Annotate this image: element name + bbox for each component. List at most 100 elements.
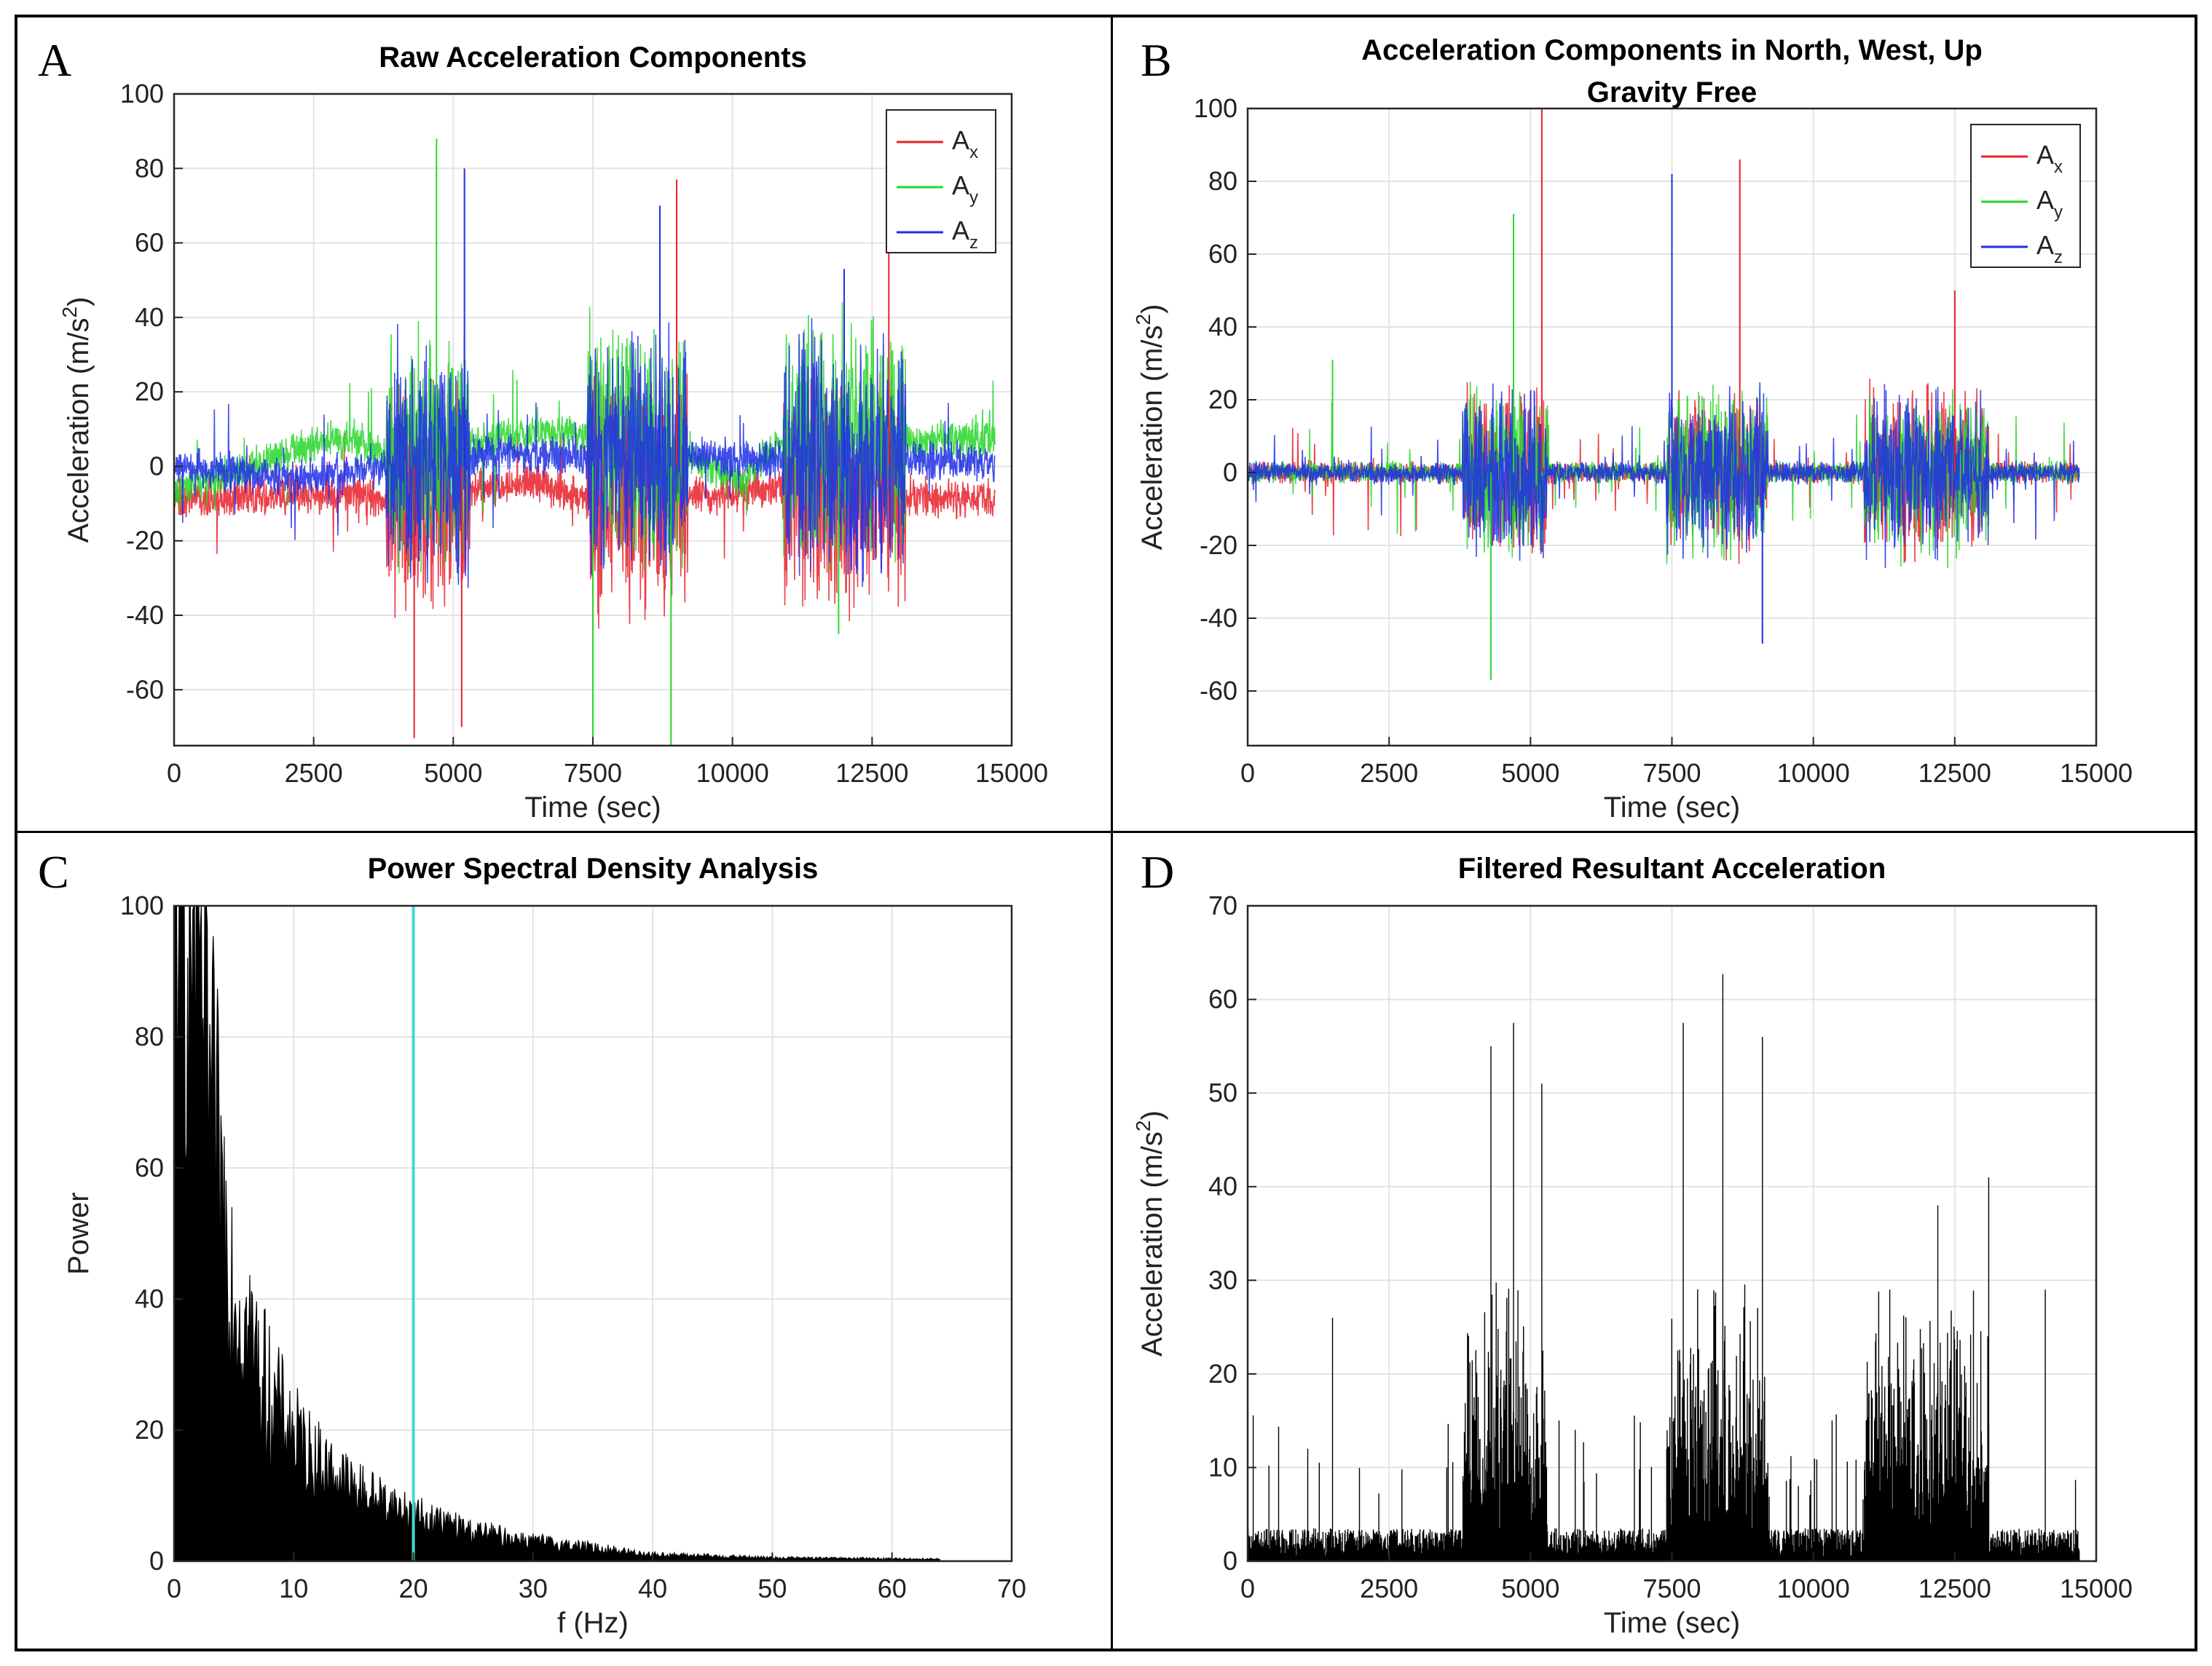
y-tick-label-d: 0 [1223, 1546, 1237, 1576]
x-tick-label-a: 2500 [285, 758, 343, 788]
x-tick-label-c: 0 [167, 1574, 181, 1603]
series-line-a-ay [174, 301, 996, 574]
chart-title-c: Power Spectral Density Analysis [368, 853, 819, 885]
x-tick-label-c: 20 [399, 1574, 428, 1603]
x-tick-label-c: 30 [519, 1574, 548, 1603]
legend-box [886, 109, 996, 253]
x-tick-label-b: 12500 [1918, 758, 1991, 788]
y-axis-label-b: Acceleration (m/s2) [1132, 304, 1168, 550]
chart-a: A Raw Acceleration Components 0 2500 5000 750… [38, 34, 1048, 824]
x-tick-label-d: 7500 [1642, 1574, 1701, 1603]
x-axis-label-d: Time (sec) [1604, 1607, 1740, 1639]
y-tick-label-c: 100 [120, 891, 164, 920]
y-tick-label-b: 100 [1194, 93, 1237, 123]
panel-a: A Raw Acceleration Components 0 2500 5000 750… [17, 17, 1113, 833]
x-tick-label-b: 7500 [1642, 758, 1701, 788]
legend-label-ax: Ax [2036, 140, 2063, 177]
y-tick-label-d: 60 [1208, 984, 1237, 1014]
x-tick-label-a: 15000 [975, 758, 1048, 788]
y-tick-label-d: 50 [1208, 1078, 1237, 1108]
x-tick-label-d: 10000 [1777, 1574, 1850, 1603]
y-tick-label-d: 40 [1208, 1172, 1237, 1201]
y-tick-label-b: 20 [1208, 384, 1237, 414]
y-tick-label-d: 10 [1208, 1452, 1237, 1482]
x-tick-label-b: 10000 [1777, 758, 1850, 788]
y-tick-label-a: -40 [126, 600, 164, 630]
x-tick-label-c: 10 [279, 1574, 308, 1603]
chart-title-a: Raw Acceleration Components [379, 42, 807, 74]
x-tick-label-b: 15000 [2060, 758, 2133, 788]
x-tick-label-d: 5000 [1501, 1574, 1559, 1603]
chart-title-b: Acceleration Components in North, West, … [1361, 34, 1983, 66]
plot-area-c [174, 906, 1012, 1561]
y-tick-label-a: -60 [126, 674, 164, 704]
y-tick-label-b: -60 [1200, 676, 1237, 706]
data-layer-d [1248, 974, 2080, 1561]
data-layer-b [1248, 108, 2080, 680]
x-axis-label-a: Time (sec) [524, 791, 661, 824]
resultant-trace [1248, 1282, 2080, 1561]
series-line-a-az [174, 318, 996, 588]
chart-c: C Power Spectral Density Analysis 0 10 20 30 4… [38, 846, 1026, 1639]
series-line-b-az [1248, 382, 2080, 569]
x-tick-label-d: 2500 [1360, 1574, 1418, 1603]
y-tick-label-c: 20 [135, 1415, 164, 1445]
legend-label-az: Az [952, 216, 978, 253]
legend-box [1970, 124, 2081, 268]
y-axis-label-a: Acceleration (m/s2) [58, 297, 95, 543]
y-tick-label-b: -20 [1200, 530, 1237, 560]
legend-a: Ax Ay Az [886, 109, 996, 253]
y-tick-label-d: 20 [1208, 1359, 1237, 1389]
y-tick-label-a: 80 [135, 153, 164, 183]
y-tick-label-c: 80 [135, 1022, 164, 1051]
x-tick-label-b: 2500 [1360, 758, 1418, 788]
x-tick-label-d: 15000 [2060, 1574, 2133, 1603]
panel-d: D Filtered Resultant Acceleration 0 2500 500… [1113, 833, 2195, 1649]
x-tick-label-a: 0 [167, 758, 181, 788]
x-tick-label-b: 0 [1240, 758, 1255, 788]
y-tick-label-a: 60 [135, 228, 164, 258]
figure-frame: A Raw Acceleration Components 0 2500 5000 750… [15, 15, 2197, 1651]
x-tick-label-a: 5000 [424, 758, 482, 788]
chart-b: B Acceleration Components in North, West,… [1132, 34, 2133, 824]
data-layer-a [174, 138, 996, 746]
panel-letter-d: D [1141, 846, 1174, 898]
panel-letter-b: B [1141, 34, 1172, 86]
x-tick-label-c: 40 [638, 1574, 667, 1603]
y-tick-label-b: 0 [1223, 457, 1237, 487]
resultant-bars [1248, 974, 2080, 1561]
y-tick-label-b: -40 [1200, 603, 1237, 633]
y-tick-label-a: 100 [120, 79, 164, 108]
y-tick-label-c: 0 [149, 1546, 164, 1576]
x-tick-label-a: 7500 [564, 758, 622, 788]
panel-letter-c: C [38, 846, 69, 898]
y-tick-label-d: 30 [1208, 1265, 1237, 1295]
legend-label-ax: Ax [952, 125, 978, 162]
y-tick-label-a: 0 [149, 451, 164, 481]
y-axis-label-d: Acceleration (m/s2) [1132, 1110, 1168, 1357]
y-tick-label-b: 80 [1208, 166, 1237, 196]
y-tick-label-d: 70 [1208, 891, 1237, 920]
y-axis-label-c: Power [63, 1192, 95, 1274]
y-tick-label-b: 60 [1208, 239, 1237, 269]
chart-title-line2-b: Gravity Free [1587, 76, 1757, 108]
axes-box-c [173, 904, 1013, 1563]
x-tick-label-a: 10000 [696, 758, 769, 788]
y-tick-label-a: -20 [126, 526, 164, 556]
panel-c: C Power Spectral Density Analysis 0 10 20 30 4… [17, 833, 1113, 1649]
x-axis-label-b: Time (sec) [1604, 791, 1740, 824]
panel-letter-a: A [38, 34, 71, 86]
y-tick-label-a: 40 [135, 302, 164, 332]
x-axis-label-c: f (Hz) [557, 1607, 629, 1639]
x-tick-label-c: 50 [757, 1574, 787, 1603]
panel-b: B Acceleration Components in North, West,… [1113, 17, 2195, 833]
x-tick-label-d: 0 [1240, 1574, 1255, 1603]
x-tick-label-d: 12500 [1918, 1574, 1991, 1603]
x-tick-label-a: 12500 [835, 758, 908, 788]
chart-title-d: Filtered Resultant Acceleration [1458, 853, 1886, 885]
y-tick-label-b: 40 [1208, 312, 1237, 342]
y-tick-label-a: 20 [135, 376, 164, 406]
legend-label-ay: Ay [952, 170, 978, 208]
x-tick-label-b: 5000 [1501, 758, 1559, 788]
